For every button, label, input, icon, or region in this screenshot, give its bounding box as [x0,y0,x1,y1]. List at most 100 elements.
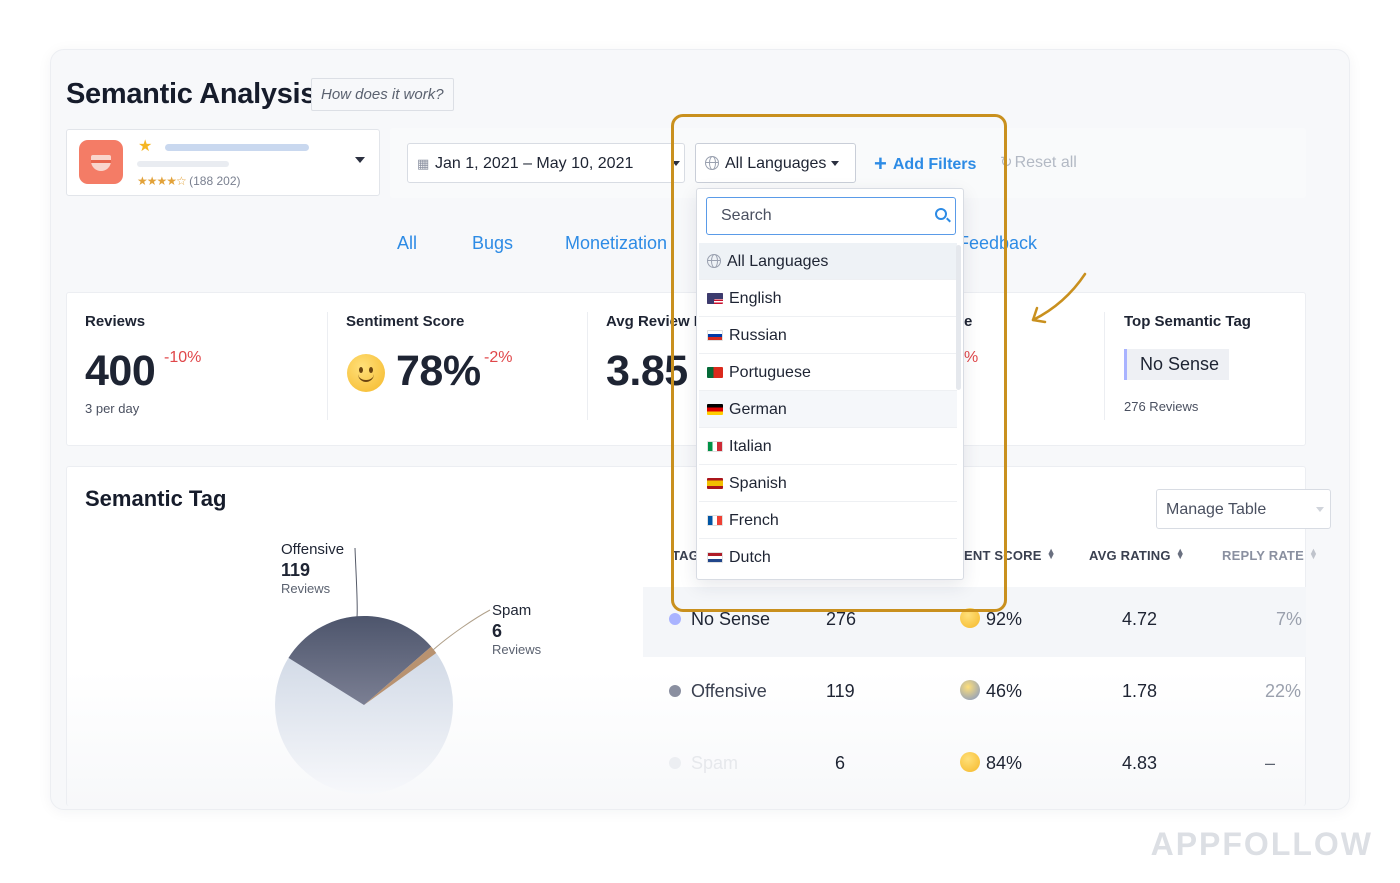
smiley-eye [369,367,373,373]
table-cell-rating: 4.83 [1122,753,1158,773]
language-option-russian[interactable]: Russian [699,317,957,354]
offensive-leader-line [354,547,358,618]
reviews-label: Reviews [85,313,146,330]
pie-label-spam: Spam 6 Reviews [492,602,541,657]
column-header-label: REPLY RATE [1222,548,1304,563]
language-option-label: All Languages [727,253,829,270]
flag-nl-icon [707,552,723,563]
manage-table-label: Manage Table [1166,501,1267,518]
appfollow-watermark: APPFOLLOW [1150,826,1373,862]
reviews-value: 400 [85,347,156,395]
language-search-input[interactable] [721,206,921,226]
flag-us-icon [707,293,723,304]
chevron-down-icon [1316,507,1324,512]
chevron-down-icon [831,161,839,166]
score-value: 92% [986,609,1023,629]
table-row-tag[interactable]: Spam [669,753,738,774]
pie-label-count: 6 [492,621,503,641]
flag-fr-icon [707,515,723,526]
search-icon[interactable] [935,208,947,220]
globe-icon [705,156,719,170]
metric-divider [587,312,588,420]
slightly-smiling-face-icon [960,752,980,772]
reviews-per-day: 3 per day [85,401,140,416]
column-header-reply-rate[interactable]: REPLY RATE ▲ ▼ [1222,546,1319,564]
column-header-sentiment-score[interactable]: ENT SCORE ▲ ▼ [964,546,1056,564]
table-row-tag[interactable]: No Sense [669,609,770,630]
add-filters-label: Add Filters [892,156,977,173]
language-select-value: All Languages [725,155,827,172]
table-cell-rating: 1.78 [1122,681,1158,701]
table-cell-score: 92% [960,608,1022,630]
language-option-italian[interactable]: Italian [699,428,957,465]
table-cell-score: 84% [960,752,1022,774]
language-option-label: Spanish [729,475,787,492]
pie-slice-spam [364,646,437,705]
manage-table-select[interactable]: Manage Table [1156,489,1331,529]
language-select[interactable]: All Languages [695,143,856,183]
app-name-placeholder [165,144,309,151]
tab-feedback[interactable]: Feedback [958,233,1038,253]
partial-metric-delta: % [964,349,979,366]
pie-label-count: 119 [281,560,311,580]
add-filters-button[interactable]: + Add Filters [874,151,976,177]
how-it-works-button[interactable]: How does it work? [311,78,454,111]
rating-stars: ★★★★☆ [137,174,187,188]
language-option-label: Dutch [729,549,771,566]
flag-de-icon [707,404,723,415]
date-range-picker[interactable]: ▦ Jan 1, 2021 – May 10, 2021 [407,143,685,183]
language-dropdown: All Languages English Russian Portuguese… [696,188,964,580]
bowl-line [91,160,111,163]
slightly-smiling-face-icon [347,354,385,392]
tab-all[interactable]: All [397,233,418,253]
table-cell-rating: 4.72 [1122,609,1158,629]
language-option-dutch[interactable]: Dutch [699,539,957,576]
score-value: 84% [986,753,1023,773]
tag-color-dot [669,757,681,769]
sort-icon[interactable]: ▲ ▼ [1308,546,1319,561]
column-header-tag[interactable]: TAG [672,548,700,563]
app-selector[interactable]: ★ ★★★★☆ (188 202) [66,129,380,196]
table-cell-count: 6 [835,753,846,773]
calendar-icon: ▦ [417,156,430,171]
reset-all-button[interactable]: ↻ Reset all [1000,153,1077,172]
smiley-mouth [358,373,374,382]
top-tag-label: Top Semantic Tag [1124,313,1251,330]
flag-ru-icon [707,330,723,341]
pie-label-name: Spam [492,602,532,619]
column-header-label: ENT SCORE [964,548,1042,563]
column-header-avg-rating[interactable]: AVG RATING ▲ ▼ [1089,546,1185,564]
language-option-german[interactable]: German [699,391,957,428]
flag-pt-icon [707,367,723,378]
tab-monetization[interactable]: Monetization [565,233,668,253]
metric-divider [327,312,328,420]
sort-icon[interactable]: ▲ ▼ [1175,546,1185,561]
app-icon [79,140,123,184]
language-option-french[interactable]: French [699,502,957,539]
table-cell-reply: 22% [1265,681,1302,701]
language-option-portuguese[interactable]: Portuguese [699,354,957,391]
star-icon: ★ [138,138,153,155]
language-option-label: Russian [729,327,787,344]
dropdown-scrollbar[interactable] [956,245,961,390]
language-option-all[interactable]: All Languages [699,243,957,280]
screaming-face-icon [960,680,980,700]
sentiment-label: Sentiment Score [346,313,465,330]
globe-icon [707,254,721,268]
language-option-english[interactable]: English [699,280,957,317]
language-option-spanish[interactable]: Spanish [699,465,957,502]
tab-bugs[interactable]: Bugs [472,233,514,253]
semantic-tag-title: Semantic Tag [85,486,227,511]
metrics-panel [66,292,1306,446]
reviews-delta: -10% [164,349,202,366]
pie-label-offensive: Offensive 119 Reviews [281,541,344,596]
pie-label-unit: Reviews [281,581,331,596]
table-row-tag[interactable]: Offensive [669,681,767,702]
table-cell-reply: 7% [1276,609,1303,629]
chevron-down-icon[interactable] [355,157,365,163]
partial-metric-label: e [964,313,973,330]
language-search[interactable] [706,197,956,235]
page-title: Semantic Analysis [66,78,317,110]
highlight-frame [671,114,1007,612]
sort-icon[interactable]: ▲ ▼ [1046,546,1056,561]
